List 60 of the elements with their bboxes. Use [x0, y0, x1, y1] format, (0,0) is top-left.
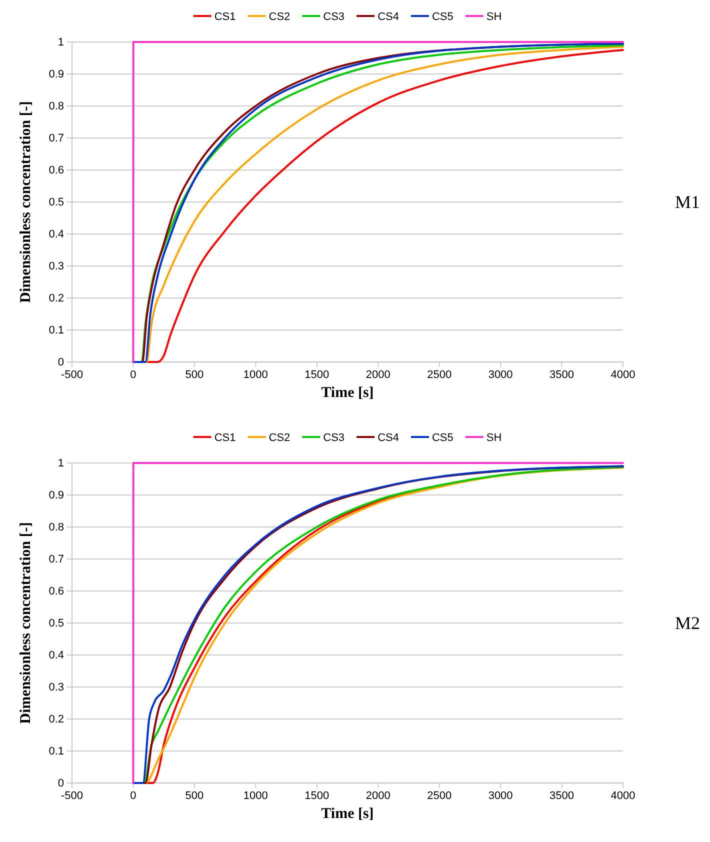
x-tick-label: 2000	[366, 368, 390, 381]
legend-label: CS3	[323, 11, 345, 23]
y-axis-title: Dimensionless concentration [-]	[18, 522, 34, 724]
y-tick-label: 1	[58, 36, 64, 49]
y-tick-label: 0.8	[48, 100, 64, 113]
text: M1	[674, 192, 700, 212]
y-tick-label: 0.8	[48, 522, 64, 534]
x-tick-label: 2000	[366, 790, 390, 802]
x-tick-label: 3000	[488, 368, 513, 381]
x-tick-label: 2500	[427, 368, 452, 381]
legend-label: CS4	[378, 11, 399, 23]
y-tick-label: 0.7	[48, 132, 64, 145]
y-tick-label: 0.3	[48, 682, 64, 694]
x-tick-label: 4000	[610, 790, 636, 802]
y-tick-label: 0.4	[48, 228, 64, 241]
y-tick-label: 0.1	[48, 746, 64, 758]
y-tick-label: 0.9	[48, 68, 64, 81]
y-tick-label: 0.6	[48, 164, 64, 177]
legend-label: CS1	[214, 432, 236, 444]
x-tick-label: 500	[185, 368, 204, 381]
y-tick-label: 0.9	[48, 490, 64, 502]
y-axis-title: Dimensionless concentration [-]	[18, 101, 34, 303]
y-tick-label: 0.4	[48, 650, 64, 662]
x-tick-label: 500	[185, 790, 204, 802]
y-tick-label: 0.1	[48, 324, 64, 337]
y-tick-label: 0.5	[48, 618, 64, 630]
legend-label: CS5	[432, 11, 454, 23]
legend-label: CS5	[432, 432, 454, 444]
legend-label: CS3	[323, 432, 345, 444]
x-tick-label: -500	[60, 368, 84, 381]
x-tick-label: -500	[60, 790, 84, 802]
x-axis-title: Time [s]	[321, 385, 374, 401]
x-tick-label: 2500	[427, 790, 452, 802]
y-tick-label: 0.7	[48, 554, 64, 566]
y-tick-label: 0.3	[48, 260, 64, 273]
legend-label: CS1	[214, 11, 236, 23]
x-tick-label: 0	[130, 368, 136, 381]
legend-label: CS4	[378, 432, 399, 444]
legend-label: CS2	[268, 432, 290, 444]
y-tick-label: 0.2	[48, 714, 64, 726]
x-tick-label: 1500	[304, 368, 330, 381]
x-tick-label: 0	[130, 790, 136, 802]
y-tick-label: 0	[58, 778, 64, 790]
y-tick-label: 0	[58, 356, 64, 369]
legend-label: CS2	[268, 11, 290, 23]
y-tick-label: 0.2	[48, 292, 64, 305]
x-axis-title: Time [s]	[321, 806, 374, 822]
legend-label: SH	[486, 432, 502, 444]
x-tick-label: 1000	[243, 368, 268, 381]
legend-label: SH	[486, 11, 502, 23]
y-tick-label: 1	[58, 458, 64, 470]
x-tick-label: 1000	[243, 790, 268, 802]
y-tick-label: 0.5	[48, 196, 64, 209]
x-tick-label: 1500	[304, 790, 330, 802]
x-tick-label: 4000	[610, 368, 636, 381]
x-tick-label: 3500	[550, 368, 574, 381]
y-tick-label: 0.6	[48, 586, 64, 598]
x-tick-label: 3000	[488, 790, 513, 802]
text: M2	[674, 613, 700, 633]
x-tick-label: 3500	[550, 790, 574, 802]
